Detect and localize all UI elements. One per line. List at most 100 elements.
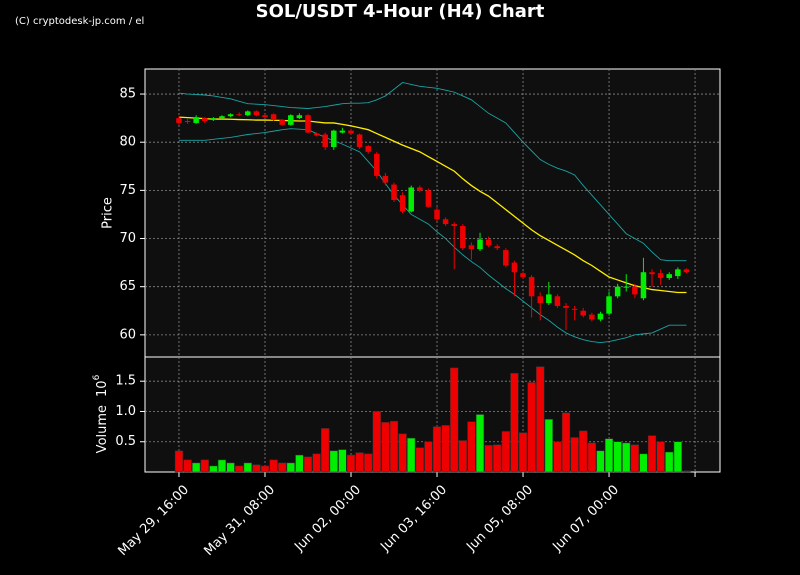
candle-body <box>675 269 681 277</box>
candle-body <box>236 114 242 116</box>
candle-body <box>227 114 234 117</box>
candle-body <box>563 305 569 308</box>
volume-bar <box>200 459 209 473</box>
candle-body <box>571 308 578 310</box>
volume-bar <box>579 430 588 473</box>
lower-band-line <box>178 128 687 344</box>
y-tick-label: 85 <box>119 87 136 102</box>
candle-body <box>477 239 483 250</box>
volume-bar <box>192 462 201 473</box>
candle-body <box>348 130 354 134</box>
volume-bar <box>260 465 270 473</box>
candle-body <box>313 133 320 136</box>
y-tick-label: 80 <box>119 135 136 150</box>
volume-bar <box>570 437 579 473</box>
volume-offset-base: 10 <box>95 380 110 397</box>
candle-body <box>425 190 432 207</box>
candle-body <box>270 114 277 121</box>
candle-body <box>623 286 629 288</box>
candle-body <box>322 134 328 148</box>
y-tick-label: 1.5 <box>115 374 136 389</box>
candle-body <box>219 116 225 119</box>
volume-bar <box>286 462 295 473</box>
candle-body <box>262 115 268 118</box>
candle-body <box>374 153 380 176</box>
x-tick-label: Jun 07, 00:00 <box>549 482 622 555</box>
candle-body <box>245 111 251 116</box>
candle-body <box>554 296 561 306</box>
volume-bar <box>510 373 519 473</box>
volume-bar <box>312 453 321 473</box>
candle-body <box>580 310 586 316</box>
candle-body <box>683 269 690 273</box>
candle-body <box>176 118 182 123</box>
y-tick-label: 0.5 <box>115 434 136 449</box>
candle-body <box>666 274 673 279</box>
volume-bar <box>415 447 424 473</box>
candle-body <box>632 286 638 295</box>
candle-body <box>485 239 492 246</box>
volume-bar <box>544 419 553 473</box>
volume-bar <box>458 440 467 473</box>
volume-label: Volume <box>95 405 110 453</box>
volume-bar <box>493 444 502 473</box>
volume-bar <box>372 411 381 473</box>
volume-bar <box>527 382 536 473</box>
candle-body <box>597 313 604 320</box>
volume-bar <box>269 459 278 473</box>
candle-body <box>511 262 518 273</box>
volume-bar <box>252 464 261 473</box>
volume-bar <box>501 431 510 473</box>
candle-body <box>520 273 526 278</box>
candle-body <box>399 195 406 212</box>
candle-body <box>494 246 500 249</box>
volume-offset-exponent: 6 <box>92 374 102 380</box>
volume-bar <box>174 450 184 473</box>
y-tick-label: 60 <box>119 327 136 342</box>
candle-body <box>210 118 217 121</box>
candle-body <box>296 115 303 119</box>
candle-body <box>202 118 208 122</box>
x-tick-label: May 29, 16:00 <box>115 482 192 559</box>
x-tick-label: Jun 03, 16:00 <box>377 482 450 555</box>
volume-bar <box>656 441 665 473</box>
volume-bar <box>673 441 682 473</box>
volume-bar <box>475 414 485 473</box>
price-panel <box>144 68 721 358</box>
candle-body <box>305 115 311 133</box>
candle-body <box>451 224 457 227</box>
candle-body <box>253 111 260 116</box>
x-tick-label: May 31, 08:00 <box>201 482 278 559</box>
candle-body <box>193 117 199 123</box>
candle-body <box>184 121 191 123</box>
chart-title: SOL/USDT 4-Hour (H4) Chart <box>256 1 545 22</box>
x-tick-label: Jun 05, 08:00 <box>463 482 536 555</box>
volume-bar <box>536 366 545 473</box>
volume-bar <box>441 425 450 473</box>
volume-bar <box>243 462 252 473</box>
candle-body <box>391 184 397 200</box>
volume-bar <box>596 450 605 473</box>
candle-body <box>365 146 371 152</box>
candle-body <box>356 134 363 148</box>
volume-bar <box>183 459 192 473</box>
volume-bar <box>217 459 227 473</box>
volume-bar <box>364 453 373 473</box>
y-tick-label: 65 <box>119 279 136 294</box>
volume-bar <box>613 441 622 473</box>
volume-bar <box>398 433 407 473</box>
volume-bar <box>432 426 442 473</box>
candle-body <box>537 296 543 304</box>
volume-bar <box>346 454 356 473</box>
volume-bar <box>630 444 639 473</box>
volume-bar <box>329 450 338 473</box>
upper-band-line <box>178 81 687 262</box>
x-tick-label: Jun 02, 00:00 <box>291 482 364 555</box>
volume-bar <box>355 452 364 473</box>
candle-body <box>288 115 294 125</box>
volume-axis-label: Volume 106 <box>92 374 110 453</box>
volume-bar <box>389 420 399 473</box>
candle-body <box>546 294 552 304</box>
candle-body <box>408 187 414 212</box>
